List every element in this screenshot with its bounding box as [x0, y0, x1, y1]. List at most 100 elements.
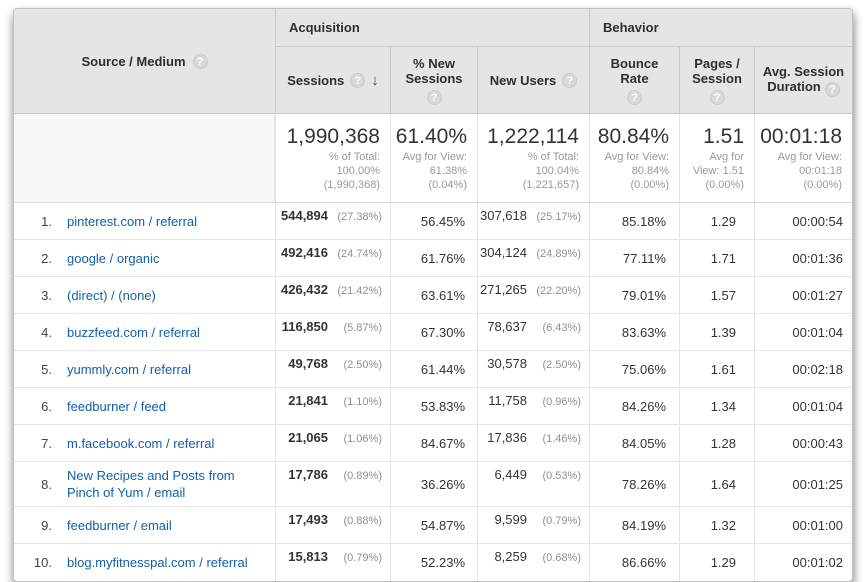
new-users-percent: (6.43%): [542, 322, 581, 334]
help-icon[interactable]: ?: [426, 89, 442, 105]
avg-session-duration-total-subline: (0.00%): [803, 179, 842, 191]
totals-pages-session: 1.51 Avg for View: 1.51 (0.00%): [679, 114, 754, 202]
avg-session-duration-value: 00:01:02: [792, 555, 843, 570]
pct-new-sessions-value: 67.30%: [420, 324, 465, 340]
source-medium-link[interactable]: google / organic: [67, 250, 160, 266]
sessions-percent: (5.87%): [343, 322, 382, 334]
pages-session-value: 1.71: [710, 250, 736, 266]
source-medium-cell: 3. (direct) / (none): [14, 277, 275, 313]
table-row: 10. blog.myfitnesspal.com / referral 15,…: [14, 544, 852, 581]
avg-session-duration-value: 00:00:54: [792, 213, 843, 229]
bounce-rate-cell: 84.26%: [589, 388, 679, 424]
row-rank: 8.: [41, 476, 52, 492]
bounce-rate-total-subline: 80.84%: [631, 165, 669, 177]
column-header-new-users[interactable]: New Users ?: [477, 47, 589, 113]
new-users-value: 11,758: [488, 393, 527, 408]
bounce-rate-total-subline: Avg for View:: [604, 151, 669, 163]
avg-session-duration-cell: 00:01:04: [754, 314, 852, 350]
source-medium-link[interactable]: buzzfeed.com / referral: [67, 324, 200, 340]
totals-new-users: 1,222,114 % of Total: 100.04% (1,221,657…: [477, 114, 589, 202]
source-medium-cell: 10. blog.myfitnesspal.com / referral: [14, 544, 275, 581]
column-header-pct-new-sessions[interactable]: % New Sessions ?: [390, 47, 477, 113]
pct-new-sessions-total-subline: (0.04%): [428, 179, 467, 191]
avg-session-duration-value: 00:00:43: [792, 435, 843, 451]
source-medium-link[interactable]: (direct) / (none): [67, 287, 156, 303]
help-icon[interactable]: ?: [562, 72, 578, 88]
avg-session-duration-value: 00:01:27: [792, 287, 843, 303]
bounce-rate-value: 83.63%: [621, 324, 666, 340]
avg-session-duration-value: 00:01:00: [792, 517, 843, 533]
pages-session-cell: 1.57: [679, 277, 754, 313]
new-users-total-subline: % of Total:: [527, 151, 579, 163]
column-header-avg-session-duration[interactable]: Avg. Session Duration?: [754, 47, 852, 113]
help-icon[interactable]: ?: [627, 89, 642, 105]
source-medium-link[interactable]: blog.myfitnesspal.com / referral: [67, 555, 248, 570]
pages-session-cell: 1.39: [679, 314, 754, 350]
source-medium-cell: 4. buzzfeed.com / referral: [14, 314, 275, 350]
pct-new-sessions-value: 56.45%: [420, 213, 465, 229]
help-icon[interactable]: ?: [350, 72, 366, 88]
new-users-cell: 307,618 (25.17%): [477, 203, 589, 239]
source-medium-link[interactable]: feedburner / feed: [67, 398, 167, 414]
source-medium-link[interactable]: feedburner / email: [67, 517, 172, 533]
new-users-percent: (2.50%): [542, 359, 581, 371]
avg-session-duration-cell: 00:01:00: [754, 507, 852, 543]
avg-session-duration-cell: 00:00:43: [754, 425, 852, 461]
sessions-percent: (0.79%): [343, 552, 382, 564]
column-header-source-medium[interactable]: Source / Medium ?: [14, 9, 275, 113]
pages-session-value: 1.32: [710, 517, 736, 533]
column-header-sessions[interactable]: Sessions ? ↓: [275, 47, 390, 113]
source-medium-link[interactable]: New Recipes and Posts from Pinch of Yum …: [67, 468, 235, 500]
column-header-pages-session[interactable]: Pages / Session ?: [679, 47, 754, 113]
new-users-value: 30,578: [487, 356, 527, 371]
column-header-bounce-rate[interactable]: Bounce Rate ?: [589, 47, 679, 113]
row-rank: 7.: [41, 435, 52, 451]
table-row: 2. google / organic 492,416 (24.74%) 61.…: [14, 240, 852, 277]
source-medium-link[interactable]: yummly.com / referral: [67, 361, 191, 377]
new-users-cell: 8,259 (0.68%): [477, 544, 589, 581]
sessions-value: 49,768: [288, 356, 328, 371]
sessions-cell: 15,813 (0.79%): [275, 544, 390, 581]
avg-session-duration-total-value: 00:01:18: [760, 125, 842, 148]
sessions-value: 21,065: [288, 430, 328, 445]
pages-session-cell: 1.32: [679, 507, 754, 543]
source-medium-cell: 8. New Recipes and Posts from Pinch of Y…: [14, 462, 275, 506]
new-users-cell: 78,637 (6.43%): [477, 314, 589, 350]
avg-session-duration-value: 00:01:04: [792, 324, 843, 340]
group-header-acquisition: Acquisition: [275, 9, 589, 47]
help-icon[interactable]: ?: [824, 81, 840, 97]
sessions-percent: (0.89%): [343, 470, 382, 482]
row-rank: 1.: [41, 213, 52, 229]
avg-session-duration-label: Avg. Session Duration?: [762, 63, 845, 97]
new-users-cell: 9,599 (0.79%): [477, 507, 589, 543]
pages-session-cell: 1.71: [679, 240, 754, 276]
sessions-percent: (0.88%): [343, 515, 382, 527]
sessions-cell: 49,768 (2.50%): [275, 351, 390, 387]
pages-session-value: 1.57: [710, 287, 736, 303]
source-medium-cell: 7. m.facebook.com / referral: [14, 425, 275, 461]
help-icon[interactable]: ?: [709, 89, 725, 105]
bounce-rate-cell: 84.05%: [589, 425, 679, 461]
bounce-rate-total-value: 80.84%: [597, 125, 669, 148]
bounce-rate-value: 85.18%: [621, 213, 666, 229]
pct-new-sessions-value: 36.26%: [420, 476, 465, 492]
pages-session-value: 1.34: [710, 398, 736, 414]
source-medium-link[interactable]: pinterest.com / referral: [67, 213, 198, 229]
new-users-cell: 304,124 (24.89%): [477, 240, 589, 276]
sessions-percent: (21.42%): [337, 285, 382, 297]
pct-new-sessions-cell: 54.87%: [390, 507, 477, 543]
sessions-cell: 544,894 (27.38%): [275, 203, 390, 239]
new-users-value: 78,637: [487, 319, 527, 334]
bounce-rate-total-subline: (0.00%): [630, 179, 669, 191]
avg-session-duration-value: 00:01:36: [792, 250, 843, 266]
avg-session-duration-cell: 00:01:04: [754, 388, 852, 424]
pages-session-value: 1.39: [710, 324, 736, 340]
totals-pct-new-sessions: 61.40% Avg for View: 61.38% (0.04%): [390, 114, 477, 202]
pct-new-sessions-cell: 61.76%: [390, 240, 477, 276]
row-rank: 5.: [41, 361, 52, 377]
table-row: 8. New Recipes and Posts from Pinch of Y…: [14, 462, 852, 507]
source-medium-link[interactable]: m.facebook.com / referral: [67, 435, 215, 451]
source-medium-cell: 9. feedburner / email: [14, 507, 275, 543]
help-icon[interactable]: ?: [192, 53, 208, 69]
bounce-rate-value: 86.66%: [621, 555, 666, 570]
